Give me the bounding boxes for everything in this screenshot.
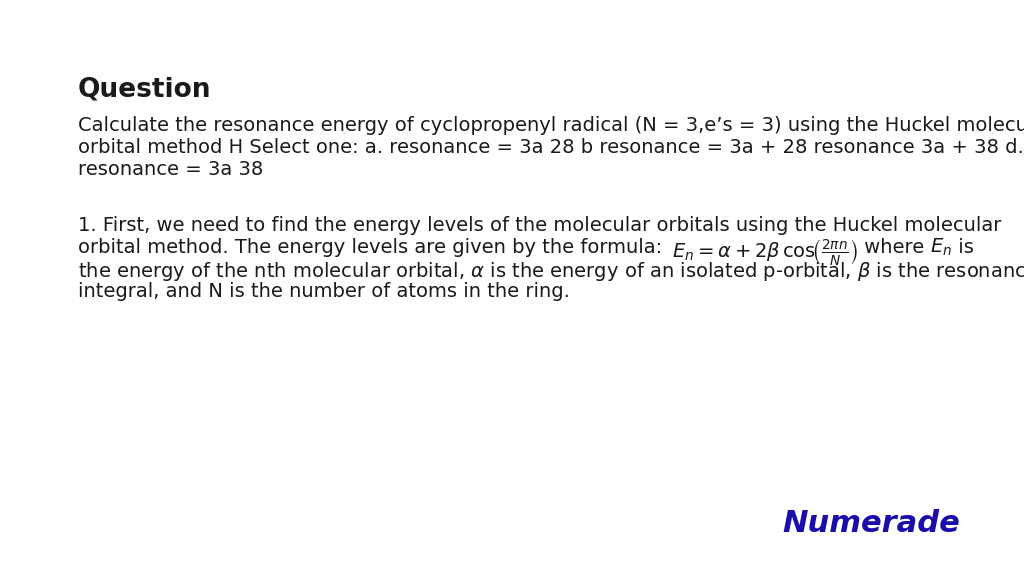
- Text: where: where: [858, 238, 930, 257]
- Text: orbital method H Select one: a. resonance = 3a 28 b resonance = 3a + 28 resonanc: orbital method H Select one: a. resonanc…: [78, 138, 1024, 157]
- Text: integral, and N is the number of atoms in the ring.: integral, and N is the number of atoms i…: [78, 282, 570, 301]
- Text: is: is: [952, 238, 974, 257]
- Text: resonance = 3a 38: resonance = 3a 38: [78, 160, 263, 179]
- Text: the energy of the nth molecular orbital, $\alpha$ is the energy of an isolated p: the energy of the nth molecular orbital,…: [78, 260, 1024, 283]
- Text: orbital method. The energy levels are given by the formula:: orbital method. The energy levels are gi…: [78, 238, 672, 257]
- Text: Question: Question: [78, 76, 212, 102]
- Text: 1. First, we need to find the energy levels of the molecular orbitals using the : 1. First, we need to find the energy lev…: [78, 216, 1001, 235]
- Text: Calculate the resonance energy of cyclopropenyl radical (N = 3,e’s = 3) using th: Calculate the resonance energy of cyclop…: [78, 116, 1024, 135]
- Text: $\mathit{E_n = \alpha + 2\beta\,\mathrm{cos}\!\left(\frac{2\pi n}{N}\right)}$: $\mathit{E_n = \alpha + 2\beta\,\mathrm{…: [672, 237, 858, 267]
- Text: Numerade: Numerade: [782, 509, 961, 538]
- Text: $\mathit{E_n}$: $\mathit{E_n}$: [930, 237, 952, 258]
